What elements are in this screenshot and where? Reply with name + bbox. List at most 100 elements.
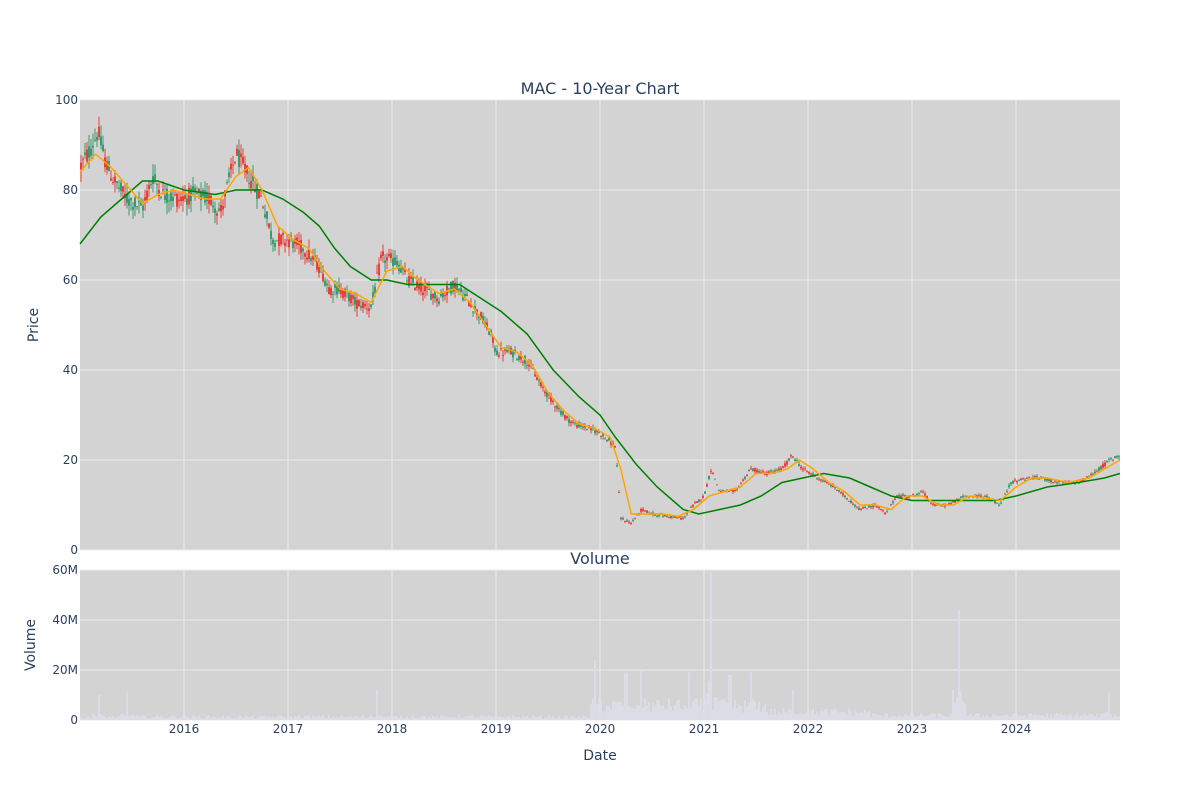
volume-bar xyxy=(332,716,334,720)
volume-bar xyxy=(630,707,632,720)
candle-body xyxy=(698,499,700,502)
volume-bar xyxy=(636,705,638,720)
volume-bar xyxy=(814,714,816,720)
volume-bar xyxy=(444,716,446,720)
volume-bar xyxy=(704,698,706,720)
volume-bar xyxy=(288,715,290,720)
volume-bar xyxy=(282,716,284,720)
volume-bar xyxy=(964,703,966,720)
volume-bar xyxy=(158,716,160,720)
volume-bar xyxy=(154,716,156,720)
volume-bar xyxy=(182,717,184,720)
volume-bar xyxy=(562,718,564,720)
volume-bar xyxy=(728,675,730,720)
candle-body xyxy=(1052,481,1054,483)
volume-bar xyxy=(632,707,634,720)
candle-body xyxy=(754,468,756,472)
candle-body xyxy=(238,149,240,167)
volume-bar xyxy=(772,714,774,720)
volume-bar xyxy=(614,701,616,720)
candle-body xyxy=(350,294,352,304)
volume-bar xyxy=(776,714,778,720)
candle-body xyxy=(154,174,156,180)
volume-bar xyxy=(778,711,780,720)
volume-bar xyxy=(558,715,560,720)
candle-body xyxy=(574,422,576,424)
candle-body xyxy=(112,182,114,183)
volume-bar xyxy=(410,718,412,720)
volume-bar xyxy=(662,705,664,720)
volume-bar xyxy=(1048,716,1050,720)
volume-bar xyxy=(990,717,992,720)
volume-bar xyxy=(1098,717,1100,720)
candle-body xyxy=(1000,502,1002,504)
price-y-tick-label: 80 xyxy=(63,183,78,197)
candle-body xyxy=(526,365,528,366)
candle-body xyxy=(900,495,902,498)
volume-bar xyxy=(618,701,620,720)
candle-body xyxy=(824,480,826,483)
date-x-tick-label: 2022 xyxy=(793,722,824,736)
volume-bar xyxy=(552,715,554,720)
candle-body xyxy=(642,508,644,511)
volume-bar xyxy=(984,716,986,720)
candle-body xyxy=(118,187,120,189)
candle-body xyxy=(700,499,702,501)
volume-bar xyxy=(1016,714,1018,720)
candle-body xyxy=(794,459,796,461)
volume-bar xyxy=(1032,715,1034,720)
candle-body xyxy=(424,286,426,292)
volume-bar xyxy=(1062,714,1064,720)
candle-body xyxy=(752,468,754,472)
volume-bar xyxy=(218,717,220,720)
candle-body xyxy=(382,251,384,256)
volume-bar xyxy=(744,700,746,720)
candle-body xyxy=(480,312,482,320)
volume-bar xyxy=(1000,715,1002,720)
volume-bar xyxy=(760,711,762,720)
volume-bar xyxy=(988,717,990,720)
candle-body xyxy=(716,484,718,486)
volume-bar xyxy=(490,716,492,720)
volume-bar xyxy=(132,714,134,720)
candle-body xyxy=(174,194,176,196)
volume-bar xyxy=(1080,715,1082,720)
candle-body xyxy=(940,505,942,507)
candle-body xyxy=(358,300,360,306)
candle-body xyxy=(404,269,406,272)
volume-bar xyxy=(448,717,450,720)
candle-body xyxy=(86,149,88,162)
candle-body xyxy=(994,501,996,504)
volume-bar xyxy=(884,713,886,720)
volume-bar xyxy=(734,699,736,720)
candle-body xyxy=(1092,473,1094,476)
candle-body xyxy=(686,512,688,515)
volume-bar xyxy=(624,672,626,720)
price-y-tick-label: 0 xyxy=(70,543,78,557)
volume-bar xyxy=(186,716,188,720)
candle-body xyxy=(1112,459,1114,461)
volume-bar xyxy=(346,716,348,720)
volume-bar xyxy=(362,715,364,720)
candle-body xyxy=(472,311,474,313)
volume-bar xyxy=(920,712,922,720)
candle-body xyxy=(1056,482,1058,484)
candle-body xyxy=(626,520,628,522)
candle-body xyxy=(816,477,818,479)
volume-bar xyxy=(582,715,584,720)
volume-bar xyxy=(402,718,404,720)
volume-bar xyxy=(526,715,528,720)
price-candlesticks xyxy=(80,116,1120,525)
candle-body xyxy=(262,206,264,208)
candle-body xyxy=(144,197,146,201)
candle-body xyxy=(808,472,810,474)
candle-body xyxy=(110,178,112,181)
volume-bar xyxy=(1064,714,1066,720)
volume-bar xyxy=(570,716,572,720)
candle-body xyxy=(1078,482,1080,484)
volume-bar xyxy=(1086,716,1088,720)
candle-body xyxy=(870,505,872,508)
volume-bar xyxy=(686,708,688,720)
volume-bar xyxy=(252,715,254,720)
date-x-tick-label: 2024 xyxy=(1001,722,1032,736)
